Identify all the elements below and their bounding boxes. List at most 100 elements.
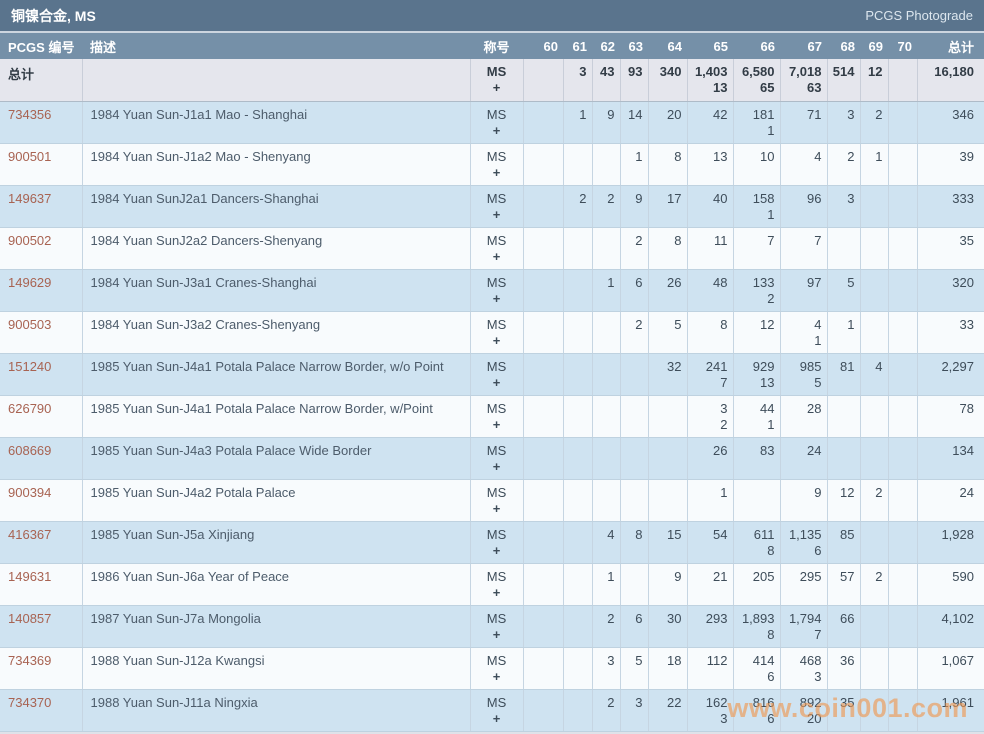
- pcgs-number-link[interactable]: 149629: [8, 274, 52, 290]
- grade-cell: 36: [827, 647, 861, 690]
- grade-ms-value: 66: [840, 610, 855, 626]
- grade-ms-value: [524, 149, 558, 165]
- grade-plus-value: [828, 375, 855, 391]
- grade-cell: 5: [648, 311, 688, 354]
- population-table: PCGS 编号 描述 称号 60 61 62 63 64 65 66 67 68…: [0, 33, 984, 732]
- section-title-bar: 铜镍合金, MS PCGS Photograde: [0, 0, 984, 33]
- grade-plus-value: 63: [807, 80, 822, 95]
- pcgs-number-cell: 734356: [0, 101, 83, 144]
- pcgs-number-link[interactable]: 140857: [8, 610, 52, 626]
- col-header-68: 68: [827, 33, 860, 59]
- grade-cell: 3: [827, 101, 861, 144]
- grade-cell: 295: [780, 563, 828, 606]
- pcgs-number-link[interactable]: 151240: [8, 358, 52, 374]
- grade-plus-value: 1: [767, 206, 775, 222]
- grade-ms-value: [593, 485, 615, 501]
- grade-ms-value: 5: [674, 316, 682, 332]
- grade-plus-value: 1: [814, 332, 822, 348]
- grade-plus-value: [593, 417, 615, 433]
- grade-cell: [827, 395, 861, 438]
- pcgs-number-link[interactable]: 149631: [8, 568, 52, 584]
- grade-plus-value: [861, 459, 883, 475]
- grade-plus-value: [564, 375, 587, 391]
- grade-ms-value: 7: [767, 232, 775, 248]
- grade-cell: [860, 437, 889, 480]
- grade-plus-value: [828, 80, 855, 96]
- grade-cell: [860, 689, 889, 732]
- grade-plus-value: [593, 249, 615, 265]
- grade-cell: [620, 563, 649, 606]
- grade-cell: 514: [827, 59, 861, 102]
- grade-cell: [563, 479, 593, 522]
- col-header-designation: 称号: [470, 33, 523, 59]
- grade-ms-value: 81: [840, 358, 855, 374]
- grade-plus-value: [861, 711, 883, 727]
- grade-cell: 1: [563, 101, 593, 144]
- photograde-link[interactable]: PCGS Photograde: [865, 8, 973, 23]
- grade-ms-value: [861, 233, 883, 249]
- grade-cell: [523, 185, 564, 228]
- grade-ms-value: [889, 275, 912, 291]
- description-cell: 1988 Yuan Sun-J11a Ningxia: [82, 689, 471, 732]
- pcgs-number-link[interactable]: 900394: [8, 484, 52, 500]
- grade-plus-value: [861, 417, 883, 433]
- pcgs-number-link[interactable]: 149637: [8, 190, 52, 206]
- grade-ms-value: 2: [847, 148, 855, 164]
- col-header-70: 70: [888, 33, 917, 59]
- grade-cell: 6: [620, 605, 649, 648]
- grade-plus-value: 20: [807, 710, 822, 726]
- grade-plus-value: [688, 165, 728, 181]
- grade-ms-value: [524, 485, 558, 501]
- grade-cell: 181 1: [733, 101, 781, 144]
- grade-plus-value: [781, 459, 822, 475]
- description-cell: 1985 Yuan Sun-J4a2 Potala Palace: [82, 479, 471, 522]
- grade-plus-value: [621, 249, 643, 265]
- grade-plus-value: [734, 585, 775, 601]
- grade-plus-value: [564, 207, 587, 223]
- grade-plus-value: [621, 333, 643, 349]
- pcgs-number-link[interactable]: 900501: [8, 148, 52, 164]
- pcgs-number-link[interactable]: 900502: [8, 232, 52, 248]
- grade-plus-value: [889, 669, 912, 685]
- grade-cell: 96: [780, 185, 828, 228]
- pcgs-number-link[interactable]: 626790: [8, 400, 52, 416]
- designation-ms: MS: [486, 148, 507, 164]
- description-cell: 1984 Yuan Sun-J1a2 Mao - Shenyang: [82, 143, 471, 186]
- designation-ms: MS: [486, 442, 507, 458]
- pcgs-number-link[interactable]: 416367: [8, 526, 52, 542]
- grade-ms-value: [889, 611, 912, 627]
- grade-ms-value: 24: [807, 442, 822, 458]
- grade-plus-value: [649, 249, 682, 265]
- grade-ms-value: 26: [713, 442, 728, 458]
- grade-ms-value: 12: [840, 484, 855, 500]
- pcgs-number-link[interactable]: 900503: [8, 316, 52, 332]
- grade-cell: 7: [733, 227, 781, 270]
- description-cell: 1987 Yuan Sun-J7a Mongolia: [82, 605, 471, 648]
- grade-cell: 4: [592, 521, 621, 564]
- grade-cell: [648, 395, 688, 438]
- description-cell: 1984 Yuan Sun-J3a2 Cranes-Shenyang: [82, 311, 471, 354]
- grade-ms-value: [861, 317, 883, 333]
- grade-cell: 54: [687, 521, 734, 564]
- grade-ms-value: 2: [875, 568, 883, 584]
- grade-plus-value: [621, 207, 643, 223]
- pcgs-number-link[interactable]: 608669: [8, 442, 52, 458]
- grade-plus-value: [621, 711, 643, 727]
- grade-cell: [592, 227, 621, 270]
- grade-ms-value: [524, 107, 558, 123]
- designation-ms: MS: [486, 694, 507, 710]
- total-cell: 134: [917, 437, 984, 480]
- designation-ms: MS: [486, 526, 507, 542]
- designation-cell: MS +: [470, 437, 524, 480]
- grade-ms-value: [593, 401, 615, 417]
- grade-ms-value: 12: [868, 64, 883, 79]
- grade-cell: [563, 269, 593, 312]
- designation-plus: +: [492, 332, 501, 348]
- table-row: 151240 1985 Yuan Sun-J4a1 Potala Palace N…: [0, 353, 984, 396]
- pcgs-number-link[interactable]: 734370: [8, 694, 52, 710]
- grade-plus-value: [688, 501, 728, 517]
- grade-plus-value: [564, 501, 587, 517]
- grade-plus-value: [688, 207, 728, 223]
- pcgs-number-link[interactable]: 734356: [8, 106, 52, 122]
- pcgs-number-link[interactable]: 734369: [8, 652, 52, 668]
